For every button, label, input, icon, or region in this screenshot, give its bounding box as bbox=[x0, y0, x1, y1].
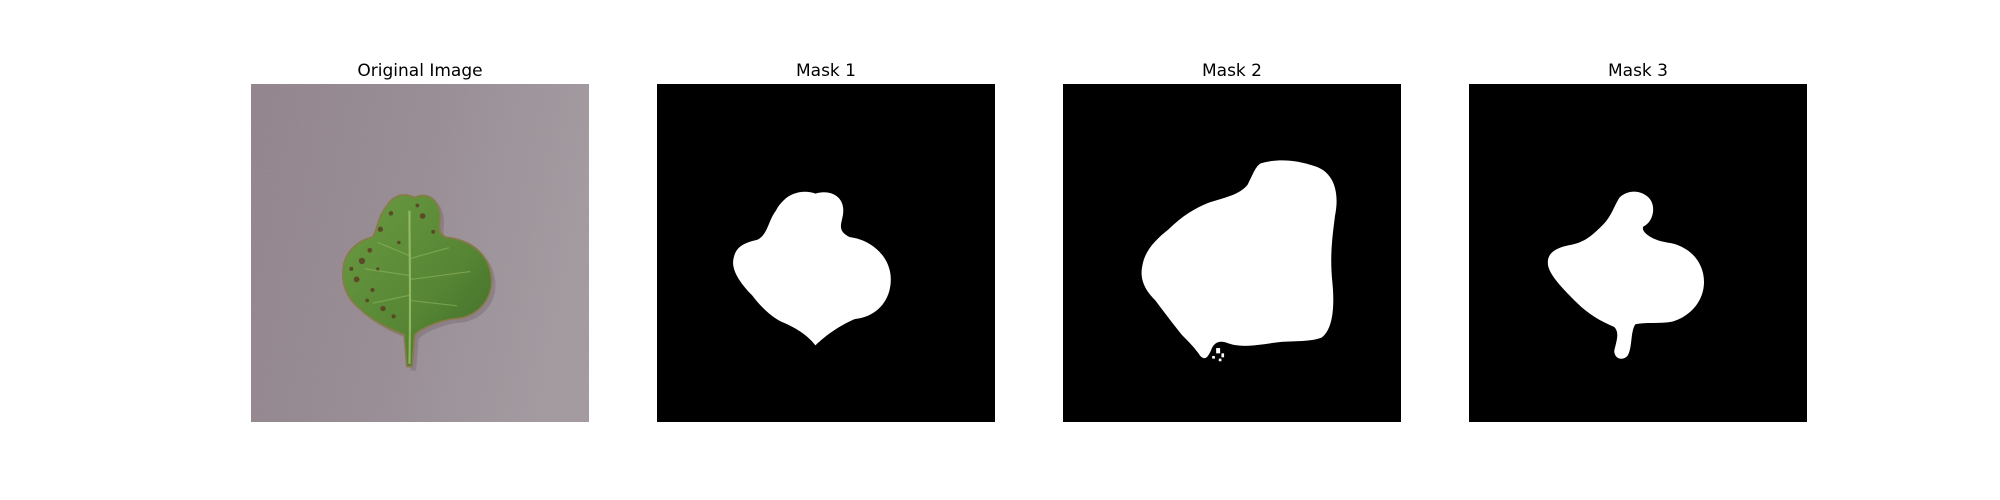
panel-title: Original Image bbox=[357, 61, 483, 81]
panel-mask-2: Mask 2 bbox=[1063, 58, 1401, 422]
mask-3-region bbox=[1547, 191, 1705, 359]
mask-2-speckles bbox=[1212, 348, 1225, 362]
leaf-shape bbox=[342, 194, 493, 368]
leaf-lesions bbox=[349, 203, 436, 319]
panel-mask-1: Mask 1 bbox=[657, 58, 995, 422]
panel-title: Mask 3 bbox=[1607, 61, 1668, 81]
panel-mask-3: Mask 3 bbox=[1469, 58, 1807, 422]
mask-1-region bbox=[733, 191, 891, 346]
original-leaf-photo bbox=[251, 84, 589, 422]
mask-2-image bbox=[1063, 84, 1401, 422]
panel-title: Mask 2 bbox=[1201, 61, 1262, 81]
mask-1-image bbox=[657, 84, 995, 422]
mask-3-image bbox=[1469, 84, 1807, 422]
panel-title: Mask 1 bbox=[795, 61, 856, 81]
mask-2-region bbox=[1141, 160, 1337, 359]
panel-original-image: Original Image bbox=[251, 58, 589, 422]
